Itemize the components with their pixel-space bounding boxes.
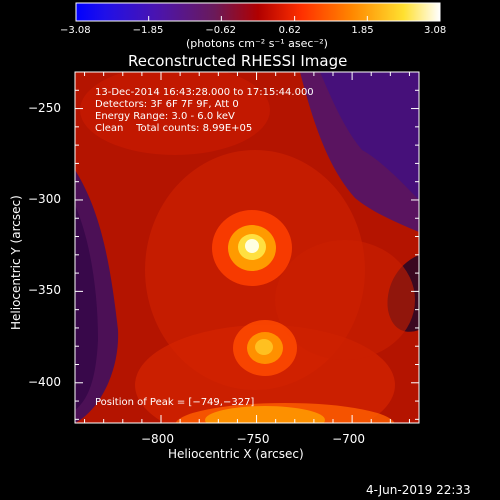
- x-tick-label: −700: [332, 432, 366, 446]
- chart-title: Reconstructed RHESSI Image: [128, 52, 348, 70]
- colorbar-tick-label: 1.85: [351, 25, 374, 36]
- y-axis-label: Heliocentric Y (arcsec): [9, 195, 23, 330]
- y-axis-ticks: [75, 71, 419, 420]
- info-line-detectors: Detectors: 3F 6F 7F 9F, Att 0: [95, 99, 239, 110]
- heatmap-image: [75, 72, 419, 423]
- colorbar-ticks: [75, 16, 441, 21]
- x-axis-label: Heliocentric X (arcsec): [168, 447, 304, 461]
- peak-position-label: Position of Peak = [−749,−327]: [95, 397, 255, 408]
- y-tick-label: −400: [28, 374, 61, 389]
- y-tick-label: −300: [28, 191, 61, 206]
- colorbar-tick-label: −3.08: [60, 25, 91, 36]
- colorbar-units: (photons cm⁻² s⁻¹ asec⁻²): [186, 37, 328, 50]
- colorbar-tick-label: −1.85: [132, 25, 164, 36]
- colorbar-tick-label: 3.08: [424, 25, 447, 36]
- y-tick-label: −350: [28, 283, 61, 298]
- x-axis-ticks: [84, 72, 410, 423]
- x-tick-label: −800: [141, 432, 174, 446]
- y-tick-label: −250: [28, 100, 61, 115]
- colorbar-tick-label: −0.62: [205, 25, 237, 36]
- colorbar-tick-label: 0.62: [278, 25, 301, 36]
- info-line-counts: Clean Total counts: 8.99E+05: [95, 123, 253, 134]
- info-line-time: 13-Dec-2014 16:43:28.000 to 17:15:44.000: [95, 87, 314, 98]
- info-line-energy: Energy Range: 3.0 - 6.0 keV: [95, 111, 235, 122]
- x-tick-label: −750: [236, 432, 270, 446]
- plot-frame: [74, 71, 420, 424]
- colorbar: [75, 2, 441, 22]
- footer-date: 4-Jun-2019 22:33: [366, 483, 471, 497]
